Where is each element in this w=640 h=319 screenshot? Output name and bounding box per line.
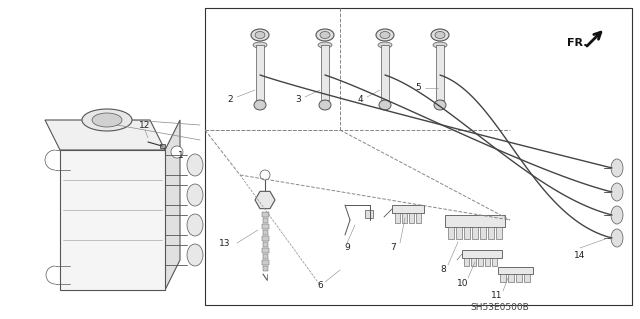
Ellipse shape (187, 244, 203, 266)
Text: 2: 2 (227, 95, 233, 105)
Bar (256, 45, 264, 100)
Text: 3: 3 (295, 95, 301, 105)
Bar (516, 274, 522, 282)
Text: 14: 14 (574, 250, 586, 259)
Text: 10: 10 (457, 278, 468, 287)
Circle shape (171, 146, 183, 158)
Text: 11: 11 (492, 291, 503, 300)
Bar (365, 210, 373, 218)
Ellipse shape (255, 32, 265, 39)
Bar (262, 230, 268, 235)
Bar (508, 274, 514, 282)
Bar (262, 218, 268, 223)
Ellipse shape (254, 100, 266, 110)
Bar (262, 236, 269, 241)
Bar (395, 213, 400, 223)
Bar (262, 212, 269, 217)
Polygon shape (255, 191, 275, 209)
Ellipse shape (611, 229, 623, 247)
Text: 7: 7 (390, 243, 396, 253)
Ellipse shape (92, 113, 122, 127)
Bar (496, 227, 502, 239)
Ellipse shape (611, 206, 623, 224)
Bar (262, 248, 269, 253)
Bar (60, 150, 165, 290)
Text: FR.: FR. (567, 38, 588, 48)
Bar (445, 215, 505, 227)
Polygon shape (45, 120, 165, 150)
Bar (524, 274, 530, 282)
Ellipse shape (320, 32, 330, 39)
Ellipse shape (611, 159, 623, 177)
Ellipse shape (187, 154, 203, 176)
Bar (416, 213, 421, 223)
Bar (462, 250, 502, 258)
Ellipse shape (82, 109, 132, 131)
Circle shape (260, 170, 270, 180)
Bar (381, 45, 389, 100)
Bar (464, 258, 469, 266)
Ellipse shape (376, 29, 394, 41)
Bar (160, 144, 165, 148)
Ellipse shape (318, 42, 332, 48)
Ellipse shape (378, 42, 392, 48)
Text: 1: 1 (178, 151, 184, 160)
Bar (392, 205, 424, 213)
Bar (464, 227, 470, 239)
Bar (478, 258, 483, 266)
Text: 4: 4 (357, 95, 363, 105)
Bar (480, 227, 486, 239)
Text: 12: 12 (140, 121, 150, 130)
Bar (402, 213, 407, 223)
Ellipse shape (434, 100, 446, 110)
Bar (262, 266, 268, 271)
Bar (262, 254, 268, 259)
Bar (321, 45, 329, 100)
Bar (262, 242, 268, 247)
Text: SH53E0500B: SH53E0500B (470, 303, 529, 313)
Text: 6: 6 (317, 280, 323, 290)
Polygon shape (165, 120, 180, 290)
Ellipse shape (251, 29, 269, 41)
Bar (262, 260, 269, 265)
Bar (488, 227, 494, 239)
Bar (485, 258, 490, 266)
Bar (456, 227, 462, 239)
Ellipse shape (380, 32, 390, 39)
Bar (498, 267, 533, 274)
Bar (471, 258, 476, 266)
Text: 5: 5 (415, 84, 421, 93)
Ellipse shape (433, 42, 447, 48)
Ellipse shape (431, 29, 449, 41)
Ellipse shape (611, 183, 623, 201)
Bar (500, 274, 506, 282)
Ellipse shape (379, 100, 391, 110)
Bar (472, 227, 478, 239)
Text: 13: 13 (220, 239, 231, 248)
Text: 8: 8 (440, 265, 446, 275)
Ellipse shape (187, 184, 203, 206)
Ellipse shape (319, 100, 331, 110)
Ellipse shape (187, 214, 203, 236)
Bar (448, 227, 454, 239)
Text: 9: 9 (344, 243, 350, 253)
Ellipse shape (316, 29, 334, 41)
Ellipse shape (435, 32, 445, 39)
Bar (492, 258, 497, 266)
Bar (409, 213, 414, 223)
Bar (262, 224, 269, 229)
Bar (436, 45, 444, 100)
Ellipse shape (253, 42, 267, 48)
